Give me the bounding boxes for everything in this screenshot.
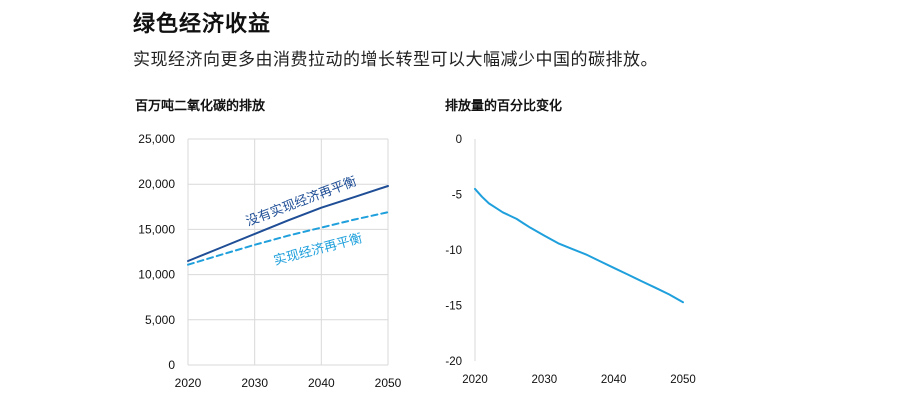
left-x-tick-label: 2030 [241,376,268,390]
left-y-tick-label: 10,000 [138,268,175,282]
right-y-tick-label: -20 [445,356,462,368]
right-x-tick-label: 2030 [532,374,558,386]
left-series-line-0 [187,185,389,262]
page-title: 绿色经济收益 [133,12,272,37]
left-chart-title: 百万吨二氧化碳的排放 [135,99,266,114]
right-y-tick-label: -5 [452,190,462,202]
right-chart-title: 排放量的百分比变化 [445,99,563,114]
right-y-tick-label: -15 [445,301,462,313]
left-y-tick-label: 25,000 [138,132,175,146]
left-series-line-1 [187,211,389,266]
left-x-tick-label: 2040 [308,376,335,390]
right-series-line-0 [474,187,684,304]
right-y-tick-label: -10 [445,245,462,257]
left-y-tick-label: 0 [168,358,175,372]
right-x-tick-label: 2050 [670,374,696,386]
left-y-tick-label: 15,000 [138,222,175,236]
left-y-tick-label: 5,000 [145,313,175,327]
page-subtitle: 实现经济向更多由消费拉动的增长转型可以大幅减少中国的碳排放。 [133,50,658,70]
right-x-tick-label: 2020 [462,374,488,386]
left-y-tick-label: 20,000 [138,177,175,191]
left-x-tick-label: 2050 [375,376,402,390]
right-x-tick-label: 2040 [601,374,627,386]
right-y-tick-label: 0 [456,134,462,146]
left-x-tick-label: 2020 [175,376,202,390]
